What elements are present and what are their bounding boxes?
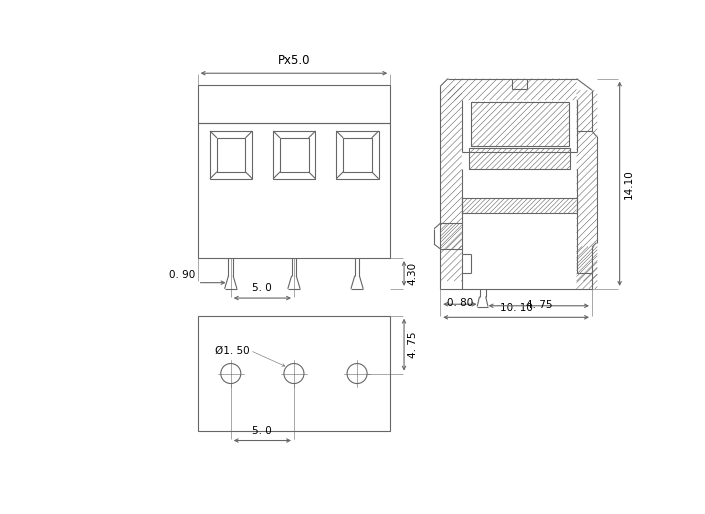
Bar — [273, 131, 316, 179]
Text: 0. 80: 0. 80 — [447, 298, 473, 308]
Text: 4. 75: 4. 75 — [525, 300, 552, 309]
Bar — [197, 316, 390, 431]
Bar — [197, 85, 390, 123]
Bar — [217, 138, 245, 172]
Text: 4.30: 4.30 — [408, 262, 418, 285]
Text: 4. 75: 4. 75 — [408, 332, 418, 358]
Text: 5. 0: 5. 0 — [252, 426, 272, 436]
Text: 10. 10: 10. 10 — [500, 303, 532, 313]
Text: 5. 0: 5. 0 — [252, 283, 272, 292]
Bar — [197, 123, 390, 258]
Text: Px5.0: Px5.0 — [278, 54, 310, 67]
Text: 0. 90: 0. 90 — [169, 270, 195, 280]
Bar — [471, 102, 569, 146]
Bar — [210, 131, 252, 179]
Bar — [470, 148, 570, 170]
Bar — [280, 138, 309, 172]
Text: 14.10: 14.10 — [623, 169, 634, 198]
Bar — [336, 131, 379, 179]
Text: Ø1. 50: Ø1. 50 — [216, 345, 250, 355]
Bar — [343, 138, 372, 172]
